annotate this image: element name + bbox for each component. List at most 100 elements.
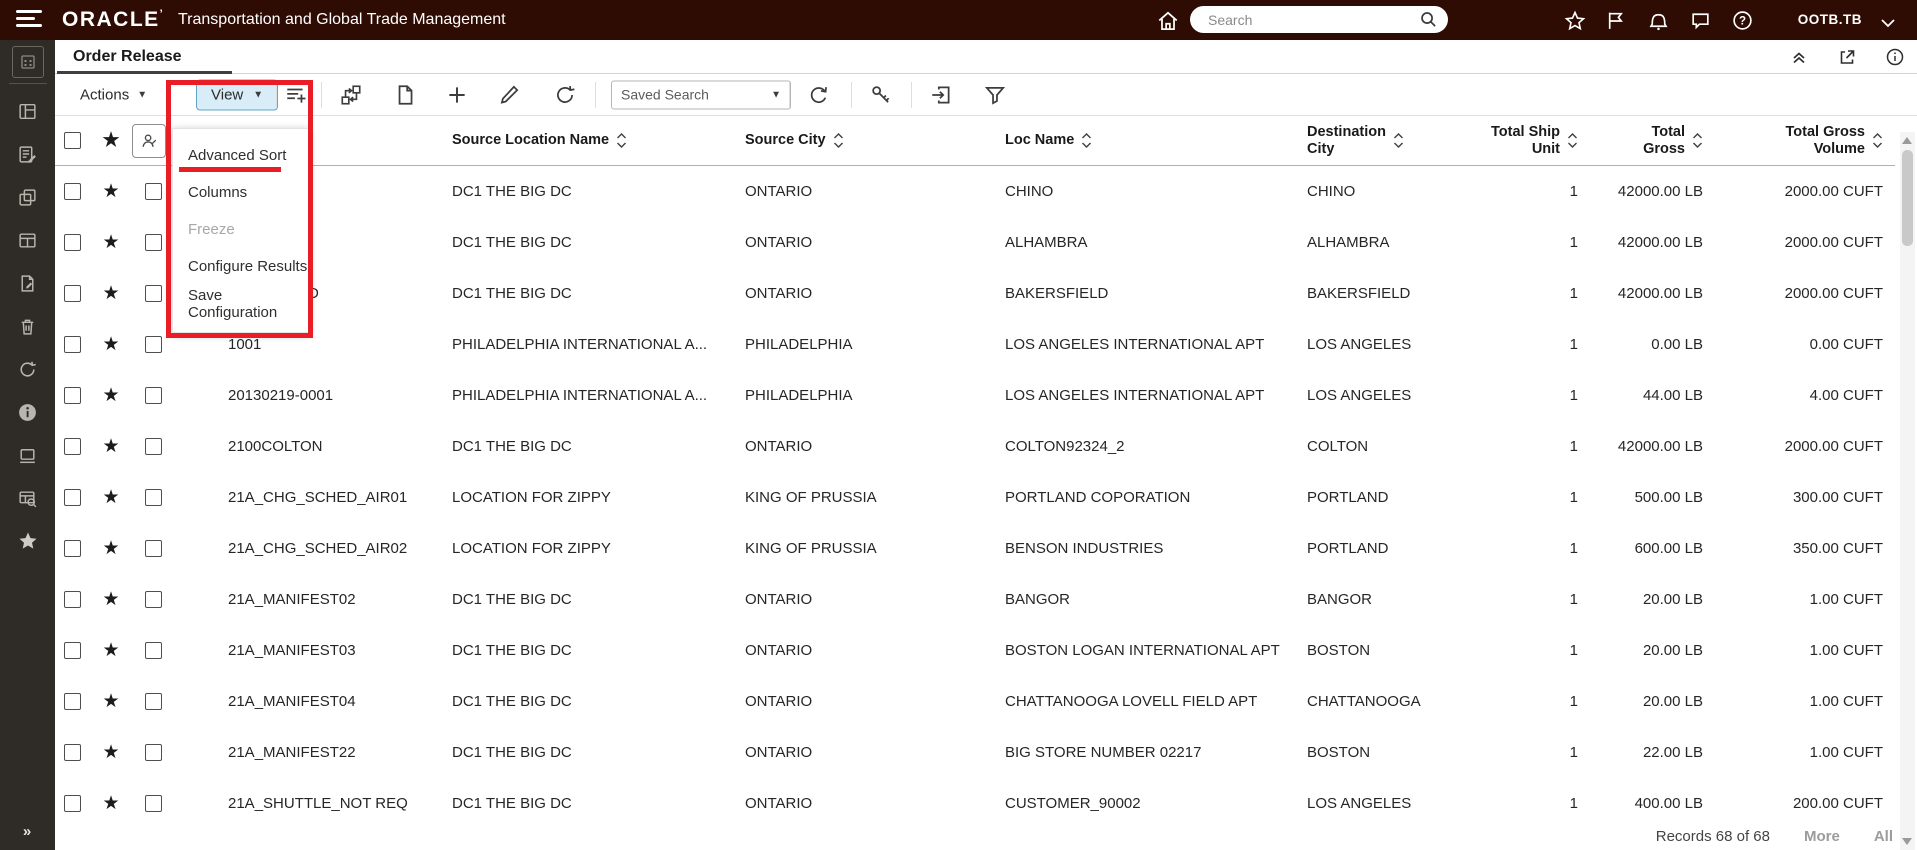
- more-button[interactable]: More: [1803, 828, 1840, 845]
- row-checkbox-secondary[interactable]: [144, 336, 162, 353]
- user-chevron-down-icon[interactable]: [1877, 12, 1899, 34]
- row-checkbox[interactable]: [64, 489, 81, 506]
- notifications-bell-icon[interactable]: [1647, 9, 1671, 33]
- row-checkbox[interactable]: [64, 540, 81, 557]
- home-icon[interactable]: [1156, 9, 1180, 33]
- row-checkbox[interactable]: [64, 234, 81, 251]
- sidebar-order-edit-icon[interactable]: [13, 139, 43, 169]
- search-icon[interactable]: [1419, 10, 1438, 29]
- actions-button[interactable]: Actions ▼: [80, 86, 148, 103]
- sidebar-copy-icon[interactable]: [13, 182, 43, 212]
- favorite-star[interactable]: ★: [102, 590, 120, 609]
- view-menu-item[interactable]: Columns: [188, 184, 248, 201]
- help-icon[interactable]: ?: [1731, 9, 1755, 33]
- view-button[interactable]: View ▼: [196, 79, 279, 110]
- favorite-star[interactable]: ★: [102, 182, 120, 201]
- global-search[interactable]: [1190, 6, 1448, 33]
- favorite-star[interactable]: ★: [102, 335, 120, 354]
- sidebar-table-search-icon[interactable]: [13, 483, 43, 513]
- favorites-star-icon[interactable]: [1563, 9, 1587, 33]
- open-in-new-window-icon[interactable]: [1837, 47, 1857, 67]
- table-row[interactable]: ★ 20130219-0001 PHILADELPHIA INTERNATION…: [55, 370, 1895, 421]
- table-row[interactable]: ★ D DC1 THE BIG DC ONTARIO BAKERSFIELD B…: [55, 268, 1895, 319]
- favorite-star[interactable]: ★: [102, 437, 120, 456]
- column-header-source-location-name[interactable]: Source Location Name: [440, 132, 735, 149]
- sidebar-info-icon[interactable]: [13, 397, 43, 427]
- favorite-star[interactable]: ★: [102, 233, 120, 252]
- favorite-star[interactable]: ★: [102, 488, 120, 507]
- view-menu-item[interactable]: Advanced Sort: [188, 147, 287, 164]
- all-button[interactable]: All: [1873, 828, 1893, 845]
- row-checkbox[interactable]: [64, 795, 81, 812]
- row-checkbox-secondary[interactable]: [144, 234, 162, 251]
- row-checkbox-secondary[interactable]: [144, 183, 162, 200]
- related-objects-icon[interactable]: [339, 83, 363, 107]
- table-row[interactable]: ★ 21A_CHG_SCHED_AIR01 LOCATION FOR ZIPPY…: [55, 472, 1895, 523]
- row-checkbox[interactable]: [64, 387, 81, 404]
- export-icon[interactable]: [929, 83, 953, 107]
- sidebar-document-edit-icon[interactable]: [13, 268, 43, 298]
- table-row[interactable]: ★ DC1 THE BIG DC ONTARIO CHINO CHINO 1 4…: [55, 166, 1895, 217]
- row-checkbox-secondary[interactable]: [144, 540, 162, 557]
- edit-pencil-icon[interactable]: [497, 83, 521, 107]
- row-checkbox-secondary[interactable]: [144, 438, 162, 455]
- column-header-source-city[interactable]: Source City: [735, 132, 995, 149]
- sidebar-delete-trash-icon[interactable]: [13, 311, 43, 341]
- column-header-total-ship-unit[interactable]: Total Ship Unit: [1490, 124, 1590, 157]
- row-checkbox[interactable]: [64, 744, 81, 761]
- view-menu-item[interactable]: Configure Results: [188, 258, 308, 275]
- favorite-star[interactable]: ★: [102, 539, 120, 558]
- add-icon[interactable]: [445, 83, 469, 107]
- row-checkbox-secondary[interactable]: [144, 591, 162, 608]
- table-row[interactable]: ★ 1001 PHILADELPHIA INTERNATIONAL A... P…: [55, 319, 1895, 370]
- favorite-star[interactable]: ★: [102, 692, 120, 711]
- info-icon[interactable]: [1885, 47, 1905, 67]
- row-checkbox[interactable]: [64, 285, 81, 302]
- table-row[interactable]: ★ 21A_CHG_SCHED_AIR02 LOCATION FOR ZIPPY…: [55, 523, 1895, 574]
- saved-search-dropdown[interactable]: Saved Search ▼: [611, 80, 791, 109]
- favorite-star[interactable]: ★: [102, 794, 120, 813]
- row-checkbox[interactable]: [64, 183, 81, 200]
- favorite-star[interactable]: ★: [102, 641, 120, 660]
- column-header-loc-name[interactable]: Loc Name: [995, 132, 1295, 149]
- row-checkbox[interactable]: [64, 438, 81, 455]
- row-checkbox-secondary[interactable]: [144, 693, 162, 710]
- row-checkbox-secondary[interactable]: [144, 387, 162, 404]
- refresh-icon[interactable]: [553, 83, 577, 107]
- scrollbar-thumb[interactable]: [1902, 150, 1913, 246]
- sidebar-expand-icon[interactable]: »: [22, 823, 33, 840]
- row-checkbox[interactable]: [64, 591, 81, 608]
- table-row[interactable]: ★ 2100COLTON DC1 THE BIG DC ONTARIO COLT…: [55, 421, 1895, 472]
- table-row[interactable]: ★ 21A_SHUTTLE_NOT REQ DC1 THE BIG DC ONT…: [55, 778, 1895, 829]
- row-checkbox-secondary[interactable]: [144, 744, 162, 761]
- rerun-search-icon[interactable]: [807, 83, 831, 107]
- scroll-down-icon[interactable]: [1902, 838, 1912, 845]
- collapse-panel-icon[interactable]: [1789, 47, 1809, 67]
- view-menu-item[interactable]: Save Configuration: [188, 286, 278, 321]
- column-header-total-gross-volume[interactable]: Total Gross Volume: [1715, 124, 1895, 157]
- hamburger-menu-icon[interactable]: [16, 10, 42, 31]
- row-checkbox-secondary[interactable]: [144, 489, 162, 506]
- favorite-star[interactable]: ★: [102, 743, 120, 762]
- column-header-total-gross[interactable]: Total Gross: [1590, 124, 1715, 157]
- sidebar-favorites-star-icon[interactable]: [13, 526, 43, 556]
- table-row[interactable]: ★ 21A_MANIFEST03 DC1 THE BIG DC ONTARIO …: [55, 625, 1895, 676]
- sidebar-table-icon[interactable]: [13, 225, 43, 255]
- sidebar-refresh-icon[interactable]: [13, 354, 43, 384]
- advanced-sort-icon[interactable]: [284, 83, 308, 107]
- row-checkbox-secondary[interactable]: [144, 795, 162, 812]
- table-row[interactable]: ★ DC1 THE BIG DC ONTARIO ALHAMBRA ALHAMB…: [55, 217, 1895, 268]
- global-search-input[interactable]: [1206, 10, 1419, 29]
- table-row[interactable]: ★ 21A_MANIFEST22 DC1 THE BIG DC ONTARIO …: [55, 727, 1895, 778]
- table-row[interactable]: ★ 21A_MANIFEST02 DC1 THE BIG DC ONTARIO …: [55, 574, 1895, 625]
- view-menu-item[interactable]: Freeze: [188, 221, 235, 238]
- select-all-checkbox[interactable]: [64, 132, 81, 149]
- row-checkbox-secondary[interactable]: [144, 285, 162, 302]
- favorite-star[interactable]: ★: [102, 284, 120, 303]
- key-tools-icon[interactable]: [869, 83, 893, 107]
- filter-funnel-icon[interactable]: [983, 83, 1007, 107]
- flag-icon[interactable]: [1605, 9, 1629, 33]
- sidebar-monitor-icon[interactable]: [13, 440, 43, 470]
- row-checkbox[interactable]: [64, 642, 81, 659]
- new-document-icon[interactable]: [393, 83, 417, 107]
